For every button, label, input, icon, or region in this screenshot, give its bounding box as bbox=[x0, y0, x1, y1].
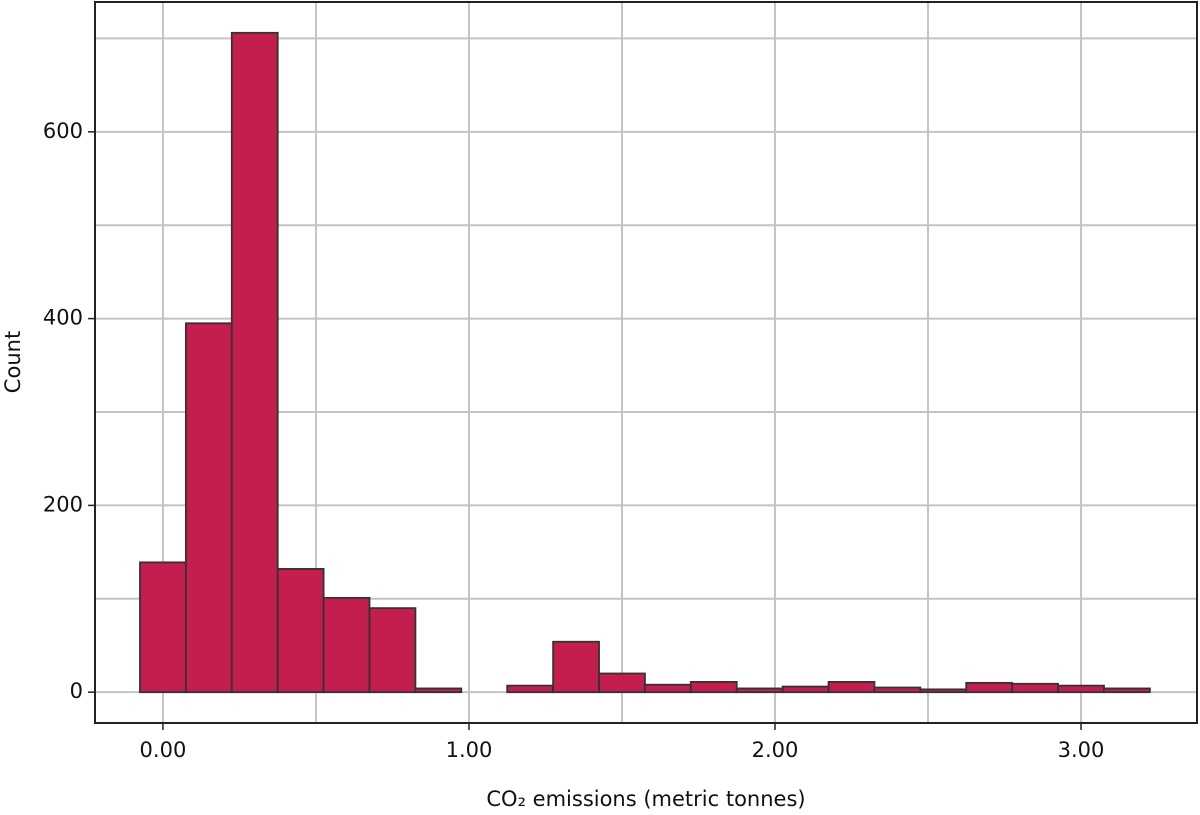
bar bbox=[139, 561, 187, 694]
bar bbox=[1103, 687, 1151, 694]
bar bbox=[230, 31, 279, 694]
bar bbox=[827, 681, 876, 694]
bar bbox=[965, 681, 1014, 694]
x-tick-label: 0.00 bbox=[140, 738, 187, 762]
x-axis-label: CO₂ emissions (metric tonnes) bbox=[486, 787, 805, 811]
x-tick-label: 2.00 bbox=[752, 738, 799, 762]
bar bbox=[735, 687, 784, 694]
y-axis-label: Count bbox=[1, 331, 25, 393]
bar bbox=[552, 640, 600, 694]
x-tick-label: 1.00 bbox=[446, 738, 493, 762]
bar bbox=[506, 684, 555, 694]
x-tick-label: 3.00 bbox=[1058, 738, 1105, 762]
bar bbox=[873, 686, 922, 694]
bar bbox=[781, 685, 830, 694]
bar bbox=[598, 672, 646, 694]
bar bbox=[184, 322, 233, 694]
bars bbox=[139, 31, 1151, 694]
bar bbox=[368, 607, 417, 694]
y-tick-label: 600 bbox=[43, 119, 83, 143]
bar bbox=[276, 568, 325, 694]
y-tick-label: 200 bbox=[43, 492, 83, 516]
y-tick-label: 0 bbox=[70, 679, 83, 703]
bar bbox=[1057, 684, 1105, 694]
bar bbox=[1011, 682, 1059, 694]
bar bbox=[322, 596, 371, 694]
y-tick-label: 400 bbox=[43, 306, 83, 330]
bar bbox=[689, 681, 738, 694]
bar bbox=[644, 683, 692, 694]
bar bbox=[919, 688, 968, 694]
plot-frame bbox=[94, 1, 1198, 724]
axes: 0.00 1.00 2.00 3.00 0 200 400 600 bbox=[43, 119, 1104, 762]
bar bbox=[414, 687, 463, 694]
